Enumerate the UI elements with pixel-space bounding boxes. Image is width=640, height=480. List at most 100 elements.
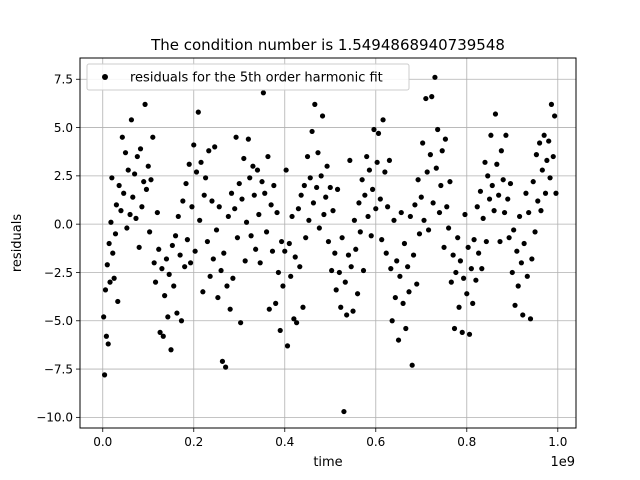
data-point [269,248,276,254]
data-point [143,186,150,192]
data-point [366,167,373,173]
data-point [307,175,313,181]
data-point [183,180,189,187]
data-point [498,148,504,154]
data-point [455,235,461,241]
data-point [524,273,530,279]
data-point [202,175,209,181]
data-point [453,269,459,276]
data-point [306,217,312,223]
data-point [546,138,552,144]
data-point [198,159,204,165]
data-point [242,258,248,264]
data-point [374,159,380,165]
data-point [197,217,203,223]
data-point [265,153,271,160]
data-point [492,111,499,117]
data-point [516,213,523,220]
data-point [227,306,233,312]
data-point [364,153,370,160]
data-point [260,90,266,96]
data-point [219,358,226,364]
data-point [323,194,329,200]
data-point [542,190,549,196]
data-point [533,152,540,158]
data-point [457,258,464,264]
data-point [501,209,508,216]
chart-title: The condition number is 1.54948689407395… [150,36,505,54]
data-point [116,182,122,189]
data-point [115,298,121,305]
data-point [553,190,559,196]
data-point [163,256,170,262]
data-point [268,202,274,208]
data-point [168,347,174,353]
data-point [465,244,471,250]
data-point [159,266,165,272]
x-tick-label: 0.0 [93,435,112,449]
data-point [210,256,216,262]
data-point [373,206,379,212]
data-point [514,248,520,254]
data-point [180,198,186,204]
data-point [442,136,449,142]
data-point [530,179,536,185]
data-point [278,238,285,245]
data-point [284,343,291,349]
data-point [444,204,450,210]
data-point [518,260,524,266]
data-point [336,269,342,276]
data-point [300,304,306,310]
y-tick-label: 0.0 [54,217,73,231]
data-point [101,372,108,378]
data-point [365,213,371,220]
data-point [456,304,462,310]
data-point [160,333,166,339]
data-point [102,287,109,293]
data-point [351,217,357,223]
data-point [527,316,534,322]
data-point [412,202,418,208]
data-point [406,289,412,295]
data-point [295,206,302,212]
data-point [369,186,376,192]
x-axis-label: time [313,455,342,470]
data-point [105,341,111,347]
data-point [432,74,438,80]
data-point [479,266,485,272]
data-point [111,275,117,281]
data-point [345,252,352,258]
data-point [395,337,402,343]
data-point [319,113,326,119]
data-point [466,331,473,337]
data-point [414,281,420,287]
data-point [283,167,289,173]
data-point [221,250,227,256]
data-point [400,300,406,306]
data-point [121,190,127,196]
legend: residuals for the 5th order harmonic fit [86,63,410,91]
data-point [529,256,535,262]
data-point [184,237,190,243]
data-point [464,291,470,297]
data-point [329,267,335,274]
data-point [409,362,415,368]
x-tick-label: 0.4 [275,435,294,449]
data-point [177,252,183,258]
data-point [289,213,295,220]
data-point [523,190,529,196]
data-point [250,163,256,169]
data-point [228,190,235,196]
data-point [496,192,502,198]
data-point [356,200,362,206]
data-point [541,132,547,138]
data-point [447,179,453,185]
data-point [275,269,281,276]
y-tick-label: −7.5 [44,362,73,376]
data-point [271,182,277,189]
data-point [392,294,398,301]
data-point [368,233,374,239]
data-point [145,163,151,169]
data-point [485,173,491,179]
